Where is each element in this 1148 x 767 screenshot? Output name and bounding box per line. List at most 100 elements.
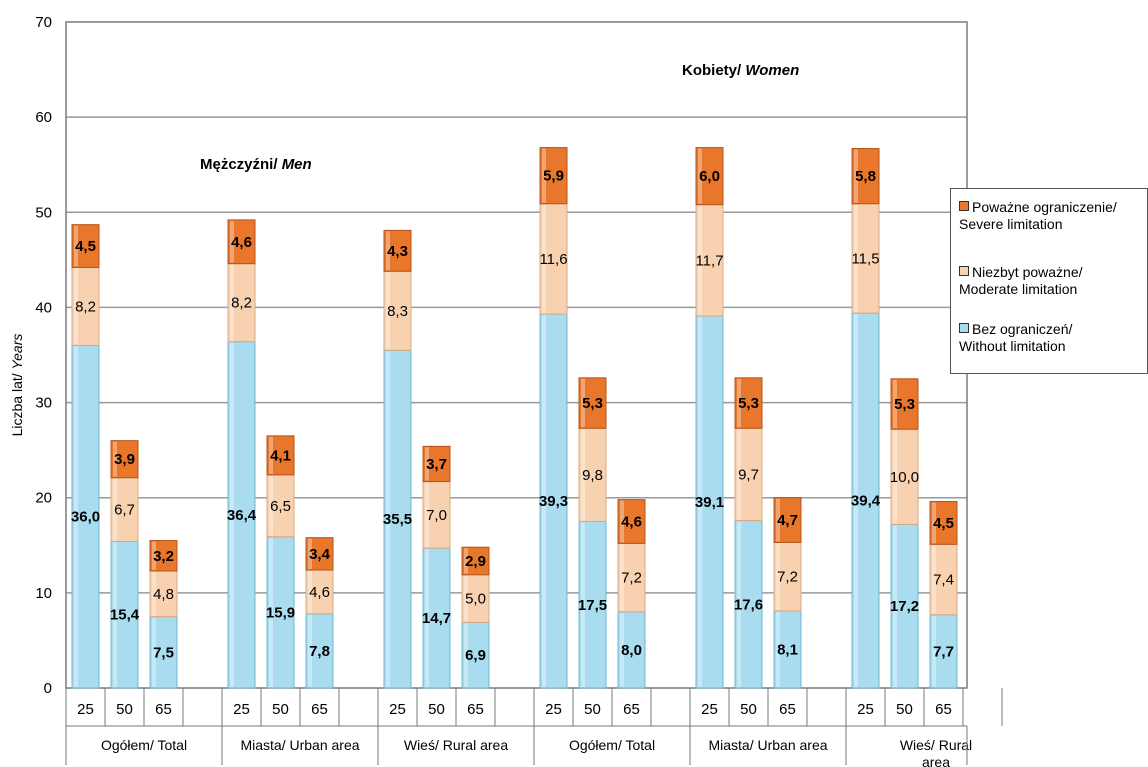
data-label-severe: 4,5 [933, 515, 954, 532]
data-label-severe: 5,3 [582, 395, 603, 412]
annotation-men: Mężczyźni/ Men [200, 156, 312, 173]
bar-highlight [152, 571, 156, 616]
bar-highlight [737, 429, 741, 520]
x-tick-label: 50 [272, 701, 289, 718]
bar-segment-moderate [149, 570, 178, 618]
bar-segment-severe [461, 546, 490, 576]
bar-highlight [386, 231, 390, 271]
data-label-without: 17,6 [734, 596, 763, 613]
x-tick-label: 65 [935, 701, 952, 718]
bar-highlight [854, 314, 858, 687]
data-label-moderate: 4,8 [153, 586, 174, 603]
data-label-without: 8,0 [621, 642, 642, 659]
bar-highlight [425, 549, 429, 687]
data-label-without: 39,1 [695, 494, 724, 511]
data-label-moderate: 7,2 [621, 570, 642, 587]
x-group-label: Miasta/ Urban area [708, 737, 827, 753]
data-label-severe: 3,7 [426, 456, 447, 473]
bar-segment-severe [266, 435, 295, 476]
x-group-label: area [922, 754, 950, 767]
data-label-moderate: 8,2 [75, 298, 96, 315]
x-tick-label: 25 [701, 701, 718, 718]
data-label-without: 35,5 [383, 511, 412, 528]
data-label-moderate: 9,7 [738, 466, 759, 483]
bar-highlight [542, 148, 546, 203]
legend-swatch-severe [959, 201, 969, 211]
x-tick-label: 25 [233, 701, 250, 718]
bar-segment-moderate [773, 541, 802, 612]
bar-highlight [698, 205, 702, 315]
bar-segment-severe [929, 501, 958, 545]
x-tick-label: 65 [311, 701, 328, 718]
bar-highlight [776, 543, 780, 610]
bar-highlight [698, 148, 702, 204]
data-label-without: 7,8 [309, 643, 330, 660]
data-label-without: 7,7 [933, 643, 954, 660]
bar-segment-moderate [383, 270, 412, 351]
bar-highlight [776, 611, 780, 687]
data-label-without: 36,0 [71, 509, 100, 526]
bar-segment-moderate [890, 428, 919, 525]
bar-segment-moderate [422, 481, 451, 549]
annotation-italic: Men [282, 156, 312, 173]
data-label-severe: 5,3 [738, 395, 759, 412]
data-label-severe: 4,6 [621, 514, 642, 531]
x-tick-label: 25 [77, 701, 94, 718]
bar-highlight [581, 522, 585, 687]
bar-segment-moderate [734, 427, 763, 522]
bar-highlight [74, 346, 78, 687]
y-tick-label: 30 [35, 395, 52, 412]
data-label-severe: 4,7 [777, 512, 798, 529]
bar-segment-without [890, 523, 919, 689]
data-label-moderate: 8,2 [231, 295, 252, 312]
data-label-moderate: 10,0 [890, 469, 919, 486]
data-label-without: 39,3 [539, 493, 568, 510]
data-label-without: 15,9 [266, 604, 295, 621]
data-label-severe: 3,4 [309, 546, 331, 563]
bar-highlight [113, 542, 117, 687]
data-label-moderate: 6,5 [270, 498, 291, 515]
bar-segment-severe [578, 377, 607, 429]
bar-segment-without [539, 313, 568, 689]
bar-segment-without [851, 312, 880, 689]
data-label-without: 15,4 [110, 607, 140, 624]
data-label-without: 39,4 [851, 493, 881, 510]
x-group-label: Ogółem/ Total [569, 737, 655, 753]
bar-segment-severe [422, 445, 451, 483]
legend-label-severe: Poważne ograniczenie/ Severe limitation [959, 199, 1117, 232]
y-tick-label: 10 [35, 585, 52, 602]
bar-highlight [932, 615, 936, 687]
bar-highlight [74, 268, 78, 345]
bar-highlight [737, 378, 741, 428]
x-tick-label: 25 [857, 701, 874, 718]
y-tick-label: 0 [44, 680, 52, 697]
data-label-moderate: 7,0 [426, 507, 447, 524]
data-label-without: 8,1 [777, 641, 798, 658]
bar-segment-severe [734, 377, 763, 429]
x-group-label: Ogółem/ Total [101, 737, 187, 753]
bar-segment-severe [890, 378, 919, 430]
x-tick-label: 65 [155, 701, 172, 718]
bar-highlight [698, 316, 702, 687]
bar-highlight [620, 500, 624, 543]
bar-segment-without [734, 520, 763, 689]
bar-highlight [230, 342, 234, 687]
data-label-without: 17,2 [890, 598, 919, 615]
bar-highlight [893, 430, 897, 524]
bar-segment-severe [539, 147, 568, 205]
bar-segment-without [71, 344, 100, 689]
bar-highlight [386, 272, 390, 350]
y-tick-label: 60 [35, 109, 52, 126]
data-label-severe: 5,3 [894, 396, 915, 413]
bar-segment-without [305, 613, 334, 689]
data-label-without: 7,5 [153, 644, 174, 661]
bar-highlight [230, 220, 234, 263]
data-label-moderate: 7,2 [777, 569, 798, 586]
bar-segment-without [110, 540, 139, 689]
data-label-severe: 4,5 [75, 238, 96, 255]
bar-highlight [386, 351, 390, 687]
bar-highlight [737, 521, 741, 687]
bar-highlight [152, 617, 156, 687]
x-tick-label: 50 [116, 701, 133, 718]
x-tick-label: 50 [584, 701, 601, 718]
